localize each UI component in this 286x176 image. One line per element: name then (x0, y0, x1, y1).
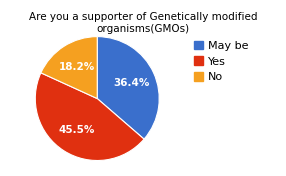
Text: 18.2%: 18.2% (59, 62, 95, 72)
Text: 45.5%: 45.5% (59, 125, 95, 135)
Text: Are you a supporter of Genetically modified organisms(GMOs): Are you a supporter of Genetically modif… (29, 12, 257, 34)
Wedge shape (35, 73, 144, 161)
Wedge shape (97, 37, 159, 139)
Legend: May be, Yes, No: May be, Yes, No (194, 41, 248, 82)
Wedge shape (41, 37, 97, 99)
Text: 36.4%: 36.4% (113, 78, 149, 88)
